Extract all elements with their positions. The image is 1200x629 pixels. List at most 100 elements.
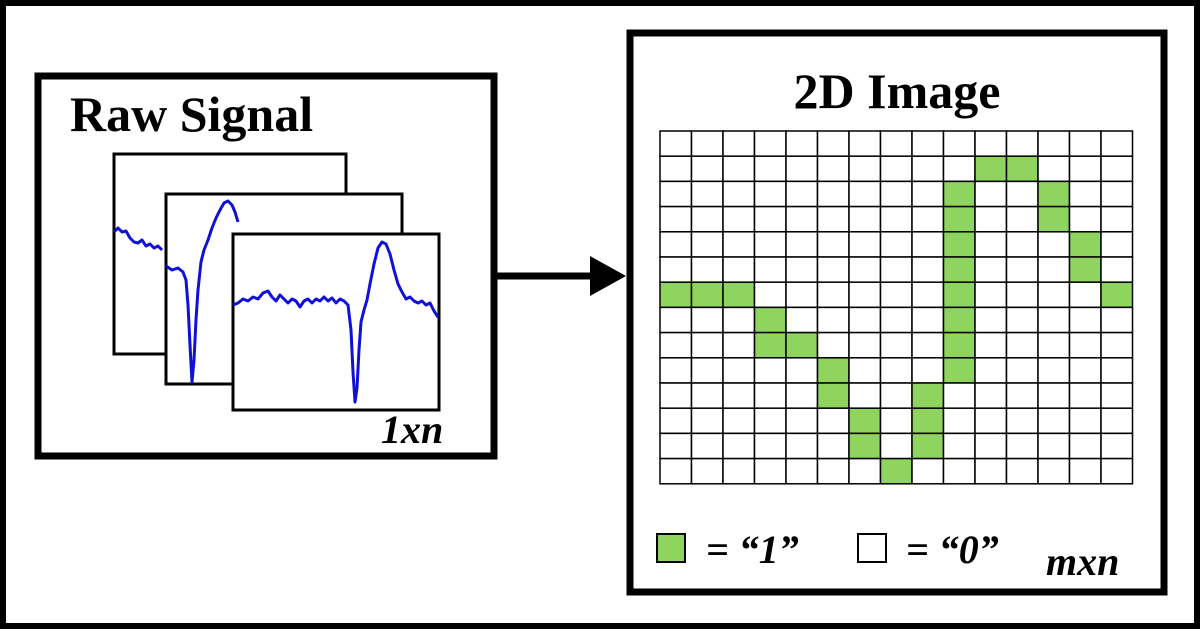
grid-cell-empty xyxy=(879,357,913,384)
grid-cell-filled xyxy=(848,407,882,435)
grid-cell-empty xyxy=(974,382,1008,409)
grid-cell-empty xyxy=(722,130,756,157)
grid-cell-filled xyxy=(942,357,976,384)
grid-cell-filled xyxy=(816,357,850,384)
grid-cell-empty xyxy=(911,205,945,233)
grid-cell-empty xyxy=(848,205,882,233)
grid-cell-empty xyxy=(879,331,913,359)
grid-cell-empty xyxy=(974,231,1008,258)
grid-cell-empty xyxy=(848,155,882,183)
grid-cell-empty xyxy=(1100,382,1134,409)
grid-cell-empty xyxy=(659,407,693,435)
grid-cell-filled xyxy=(879,457,913,485)
grid-cell-empty xyxy=(722,205,756,233)
grid-cell-filled xyxy=(690,281,724,309)
legend-one-label: = “1” xyxy=(706,527,799,572)
grid-cell-empty xyxy=(879,407,913,435)
image-panel: 2D Image = “1” = “0” mxn xyxy=(626,29,1168,596)
grid-cell-empty xyxy=(974,407,1008,435)
grid-cell-empty xyxy=(753,231,787,258)
grid-cell-empty xyxy=(974,432,1008,460)
grid-cell-empty xyxy=(690,256,724,283)
grid-cell-empty xyxy=(753,357,787,384)
legend: = “1” = “0” xyxy=(656,527,999,572)
grid-cell-empty xyxy=(911,130,945,157)
grid-cell-empty xyxy=(785,357,819,384)
grid-cell-empty xyxy=(974,457,1008,485)
grid-cell-empty xyxy=(879,205,913,233)
grid-cell-empty xyxy=(1005,231,1039,258)
grid-cell-empty xyxy=(1100,331,1134,359)
grid-cell-empty xyxy=(690,457,724,485)
grid-cell-empty xyxy=(1037,407,1071,435)
grid-cell-empty xyxy=(974,205,1008,233)
grid-cell-empty xyxy=(722,331,756,359)
grid-cell-empty xyxy=(690,382,724,409)
grid-cell-empty xyxy=(848,457,882,485)
grid-cell-empty xyxy=(1100,130,1134,157)
grid-cell-empty xyxy=(974,306,1008,334)
grid-cell-empty xyxy=(1005,281,1039,309)
grid-cell-empty xyxy=(753,457,787,485)
grid-cell-empty xyxy=(816,432,850,460)
grid-cell-filled xyxy=(1068,256,1102,283)
grid-cell-empty xyxy=(659,357,693,384)
grid-cell-empty xyxy=(785,130,819,157)
grid-cell-empty xyxy=(1068,432,1102,460)
grid-cell-empty xyxy=(1037,231,1071,258)
grid-cell-empty xyxy=(848,256,882,283)
grid-cell-empty xyxy=(722,256,756,283)
grid-cell-empty xyxy=(911,281,945,309)
grid-cell-empty xyxy=(879,231,913,258)
pixel-grid xyxy=(659,130,1134,485)
grid-cell-filled xyxy=(816,382,850,409)
grid-cell-empty xyxy=(722,155,756,183)
grid-cell-filled xyxy=(942,180,976,208)
grid-cell-empty xyxy=(974,256,1008,283)
grid-cell-empty xyxy=(942,407,976,435)
grid-cell-filled xyxy=(942,281,976,309)
signal-sheet-front xyxy=(231,232,441,412)
grid-cell-empty xyxy=(1005,130,1039,157)
grid-cell-empty xyxy=(848,231,882,258)
grid-cell-empty xyxy=(722,357,756,384)
grid-cell-empty xyxy=(753,407,787,435)
grid-cell-empty xyxy=(1100,432,1134,460)
grid-cell-empty xyxy=(753,281,787,309)
image-title: 2D Image xyxy=(794,63,1001,119)
grid-cell-empty xyxy=(690,130,724,157)
grid-cell-empty xyxy=(1005,180,1039,208)
grid-cell-empty xyxy=(911,231,945,258)
grid-cell-empty xyxy=(911,457,945,485)
grid-cell-empty xyxy=(785,155,819,183)
grid-cell-empty xyxy=(753,155,787,183)
grid-cell-empty xyxy=(722,407,756,435)
grid-cell-empty xyxy=(816,180,850,208)
grid-cell-empty xyxy=(816,155,850,183)
grid-cell-empty xyxy=(848,382,882,409)
grid-cell-filled xyxy=(911,432,945,460)
grid-cell-empty xyxy=(690,180,724,208)
grid-cell-empty xyxy=(1037,281,1071,309)
raw-signal-title: Raw Signal xyxy=(70,86,313,142)
grid-cell-filled xyxy=(942,205,976,233)
grid-cell-empty xyxy=(1005,357,1039,384)
grid-cell-empty xyxy=(659,130,693,157)
grid-cell-empty xyxy=(753,432,787,460)
grid-cell-empty xyxy=(1068,281,1102,309)
grid-cell-empty xyxy=(1037,155,1071,183)
grid-cell-empty xyxy=(816,306,850,334)
grid-cell-empty xyxy=(1005,331,1039,359)
transform-arrow xyxy=(494,256,626,296)
grid-cell-empty xyxy=(848,357,882,384)
legend-filled-swatch xyxy=(656,533,686,563)
grid-cell-empty xyxy=(974,357,1008,384)
grid-cell-empty xyxy=(879,180,913,208)
grid-cell-empty xyxy=(879,281,913,309)
grid-cell-empty xyxy=(1068,155,1102,183)
grid-cell-filled xyxy=(1100,281,1134,309)
grid-cell-empty xyxy=(911,180,945,208)
grid-cell-empty xyxy=(659,231,693,258)
grid-cell-empty xyxy=(974,180,1008,208)
grid-cell-empty xyxy=(722,382,756,409)
